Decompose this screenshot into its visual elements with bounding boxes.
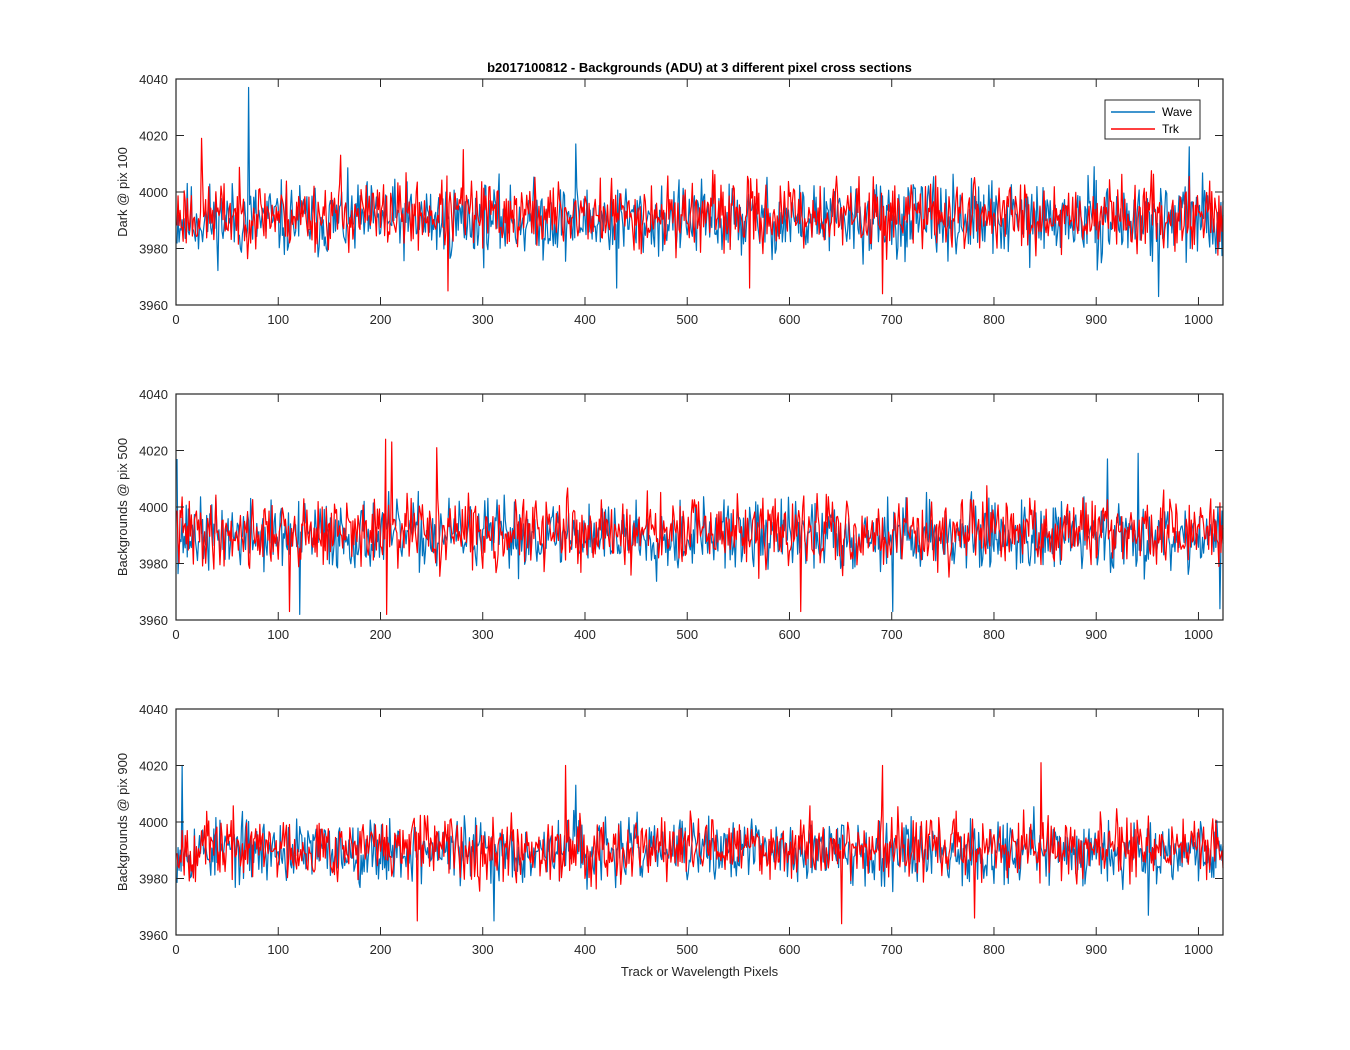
x-tick-label: 900 bbox=[1085, 312, 1107, 327]
x-tick-label: 300 bbox=[472, 942, 494, 957]
x-tick-label: 800 bbox=[983, 312, 1005, 327]
x-tick-label: 700 bbox=[881, 627, 903, 642]
y-axis-label: Dark @ pix 100 bbox=[115, 147, 130, 237]
series-line-trk bbox=[176, 762, 1224, 925]
x-tick-label: 0 bbox=[172, 312, 179, 327]
x-tick-label: 200 bbox=[370, 312, 392, 327]
x-tick-label: 700 bbox=[881, 312, 903, 327]
y-tick-label: 3960 bbox=[139, 928, 168, 943]
plot-area bbox=[176, 79, 1223, 305]
y-tick-label: 3960 bbox=[139, 613, 168, 628]
y-tick-label: 4040 bbox=[139, 702, 168, 717]
x-tick-label: 400 bbox=[574, 627, 596, 642]
y-tick-label: 4020 bbox=[139, 444, 168, 459]
x-tick-label: 200 bbox=[370, 942, 392, 957]
y-tick-label: 3960 bbox=[139, 298, 168, 313]
x-tick-label: 1000 bbox=[1184, 942, 1213, 957]
x-tick-label: 0 bbox=[172, 627, 179, 642]
x-tick-label: 900 bbox=[1085, 942, 1107, 957]
y-axis-label: Backgrounds @ pix 900 bbox=[115, 753, 130, 891]
subplot-3: 0 100 200 300 400 500 600 700 800 900 1000 3960 3980… bbox=[115, 702, 1224, 979]
x-tick-label: 1000 bbox=[1184, 312, 1213, 327]
x-tick-label: 600 bbox=[779, 942, 801, 957]
y-tick-label: 4000 bbox=[139, 185, 168, 200]
x-tick-label: 100 bbox=[267, 942, 289, 957]
y-axis-label: Backgrounds @ pix 500 bbox=[115, 438, 130, 576]
x-tick-label: 100 bbox=[267, 627, 289, 642]
x-tick-label: 800 bbox=[983, 627, 1005, 642]
x-tick-label: 500 bbox=[676, 312, 698, 327]
x-tick-label: 600 bbox=[779, 627, 801, 642]
legend-box bbox=[1104, 99, 1201, 140]
y-tick-label: 4040 bbox=[139, 72, 168, 87]
x-tick-label: 900 bbox=[1085, 627, 1107, 642]
x-tick-label: 800 bbox=[983, 942, 1005, 957]
plot-area bbox=[176, 394, 1223, 620]
subplot-2: 0 100 200 300 400 500 600 700 800 900 1000 3960 3980… bbox=[115, 387, 1224, 642]
x-tick-label: 400 bbox=[574, 312, 596, 327]
y-tick-label: 4020 bbox=[139, 129, 168, 144]
legend: Wave Trk bbox=[1104, 99, 1201, 140]
legend-label-trk: Trk bbox=[1162, 122, 1180, 136]
x-tick-label: 500 bbox=[676, 627, 698, 642]
series-line-trk bbox=[176, 438, 1224, 615]
subplot-1: 0 100 200 300 400 500 600 700 800 900 1000 3960 3980… bbox=[115, 60, 1224, 327]
x-tick-label: 200 bbox=[370, 627, 392, 642]
x-tick-label: 700 bbox=[881, 942, 903, 957]
x-tick-label: 600 bbox=[779, 312, 801, 327]
y-tick-label: 3980 bbox=[139, 872, 168, 887]
x-tick-label: 0 bbox=[172, 942, 179, 957]
series-line-trk bbox=[176, 137, 1224, 295]
y-tick-label: 4040 bbox=[139, 387, 168, 402]
x-axis-label: Track or Wavelength Pixels bbox=[621, 964, 779, 979]
x-tick-label: 400 bbox=[574, 942, 596, 957]
x-tick-label: 300 bbox=[472, 312, 494, 327]
legend-label-wave: Wave bbox=[1162, 105, 1193, 119]
y-tick-label: 4000 bbox=[139, 815, 168, 830]
chart-title: b2017100812 - Backgrounds (ADU) at 3 dif… bbox=[487, 60, 912, 75]
y-tick-label: 4020 bbox=[139, 759, 168, 774]
plot-area bbox=[176, 709, 1223, 935]
x-tick-label: 500 bbox=[676, 942, 698, 957]
x-tick-label: 100 bbox=[267, 312, 289, 327]
y-tick-label: 4000 bbox=[139, 500, 168, 515]
x-tick-label: 300 bbox=[472, 627, 494, 642]
x-tick-label: 1000 bbox=[1184, 627, 1213, 642]
y-tick-label: 3980 bbox=[139, 242, 168, 257]
y-tick-label: 3980 bbox=[139, 557, 168, 572]
